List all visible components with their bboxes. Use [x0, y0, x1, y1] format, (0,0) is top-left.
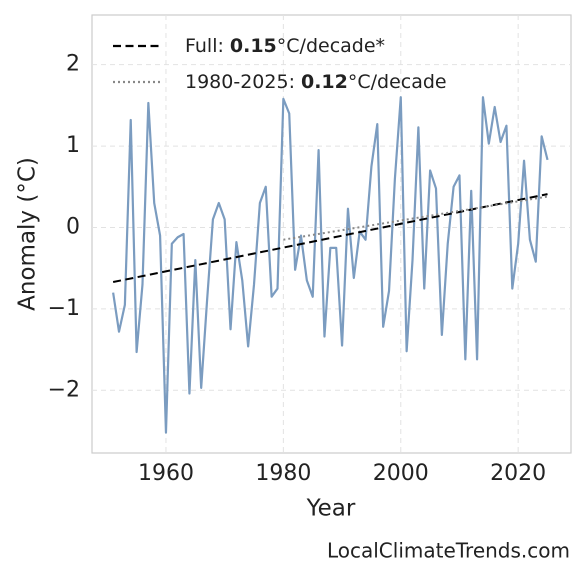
watermark: LocalClimateTrends.com [327, 539, 570, 563]
x-tick-label: 2020 [490, 461, 546, 486]
x-tick-label: 2000 [373, 461, 429, 486]
series-line [112, 96, 549, 434]
y-tick-label: 1 [66, 133, 80, 158]
x-tick-label: 1980 [255, 461, 311, 486]
legend-text: Full: [185, 35, 224, 57]
legend-label: 1980-2025: 0.12°C/decade [185, 71, 447, 93]
plot-frame [91, 14, 572, 454]
series-line [112, 193, 548, 284]
y-axis-label: Anomaly (°C) [15, 157, 41, 311]
legend-text: °C/decade* [277, 35, 385, 57]
x-tick-label: 1960 [138, 461, 194, 486]
legend-text: 0.15 [230, 35, 277, 57]
y-tick-label: 2 [66, 52, 80, 77]
legend-text: 0.12 [301, 71, 348, 93]
x-axis-label: Year [306, 496, 356, 522]
y-tick-label: −1 [48, 296, 80, 321]
legend-label: Full: 0.15°C/decade* [185, 35, 385, 57]
y-tick-label: 0 [66, 214, 80, 239]
legend-text: 1980-2025: [185, 71, 295, 93]
legend-text: °C/decade [348, 71, 447, 93]
y-tick-label: −2 [48, 377, 80, 402]
